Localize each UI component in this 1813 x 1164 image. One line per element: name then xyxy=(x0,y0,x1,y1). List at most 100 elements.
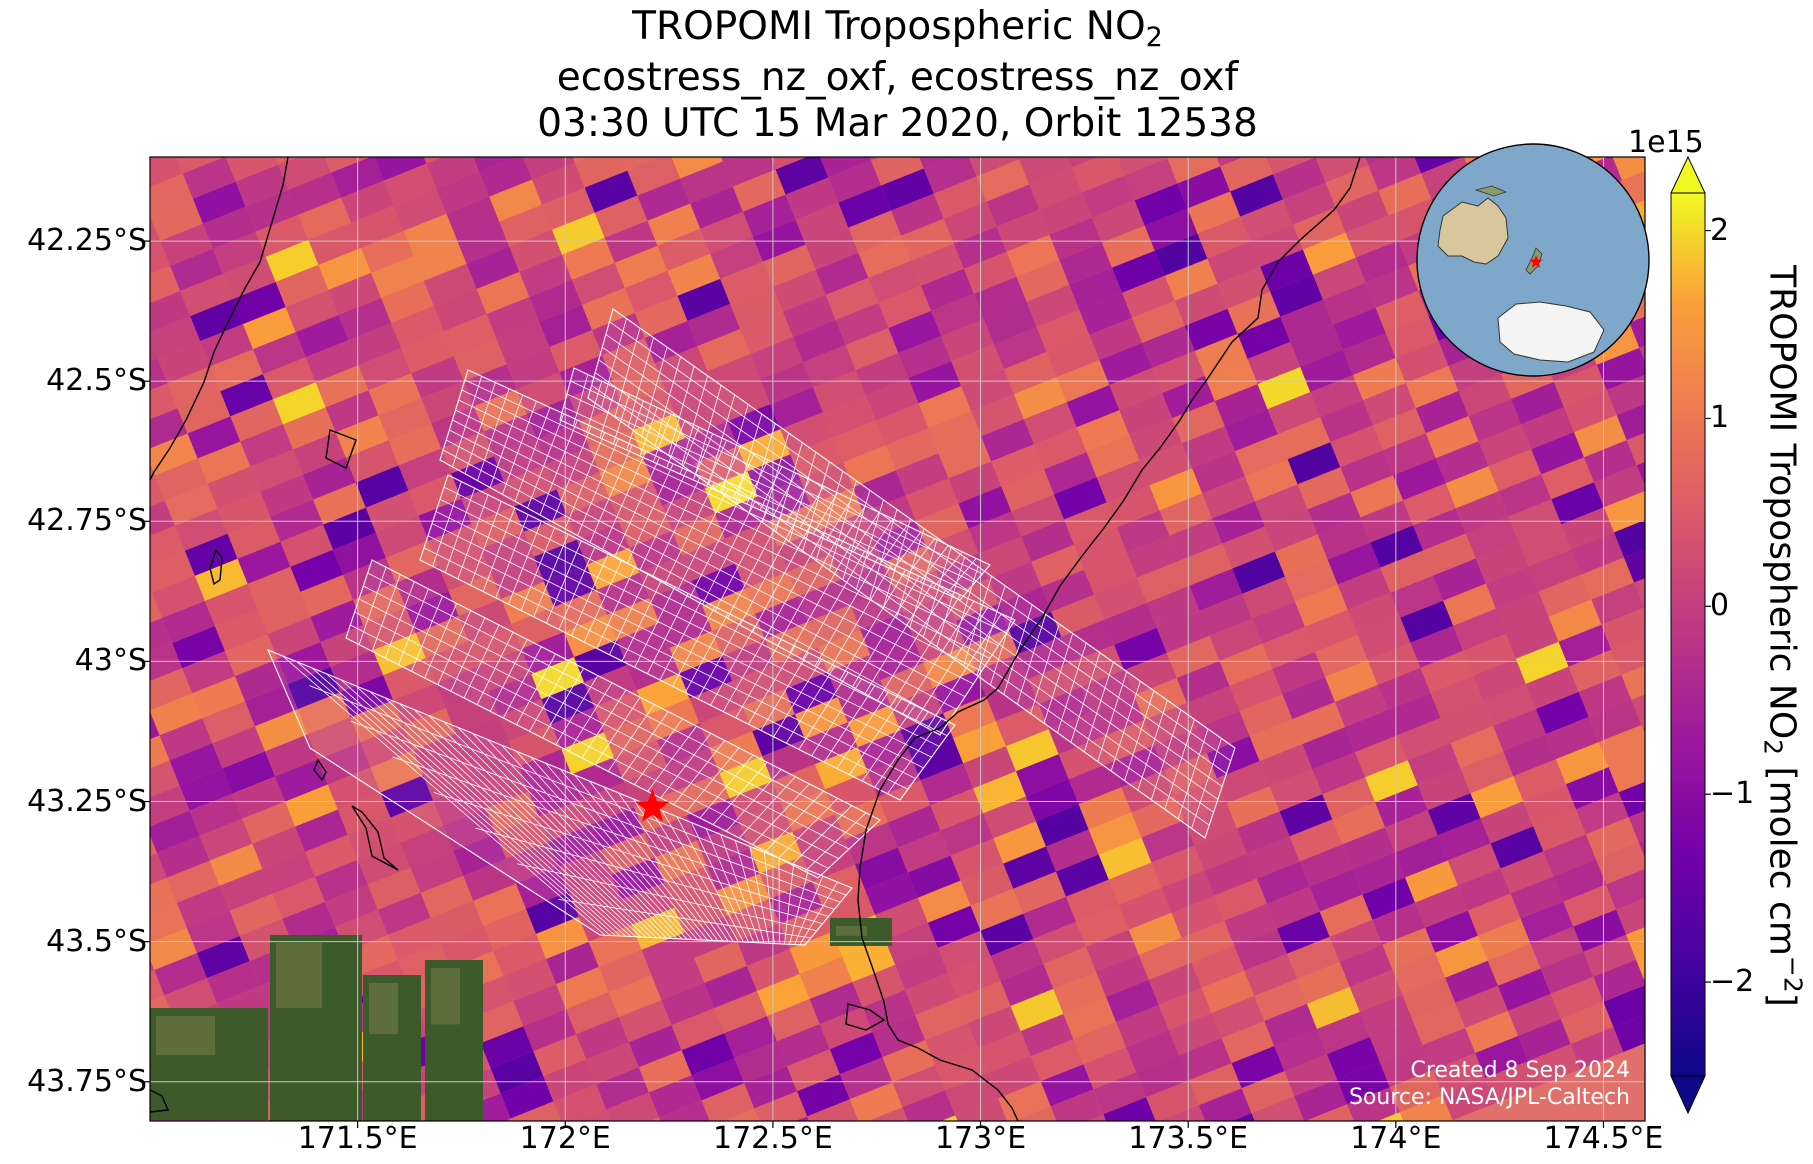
no2-pixel xyxy=(891,193,944,236)
no2-pixel xyxy=(1126,1030,1179,1073)
no2-pixel xyxy=(910,738,964,781)
no2-pixel xyxy=(531,657,585,700)
no2-pixel xyxy=(662,488,715,531)
no2-pixel xyxy=(1505,616,1559,659)
title-line-3: 03:30 UTC 15 Mar 2020, Orbit 12538 xyxy=(537,101,1258,146)
no2-pixel xyxy=(1086,929,1139,972)
no2-pixel xyxy=(927,905,981,948)
no2-pixel xyxy=(315,365,369,408)
no2-pixel xyxy=(1028,661,1082,705)
no2-pixel xyxy=(1217,266,1271,309)
no2-pixel xyxy=(1116,1005,1169,1048)
no2-pixel xyxy=(1146,585,1200,628)
no2-pixel xyxy=(234,1154,287,1164)
no2-pixel xyxy=(456,221,510,264)
no2-pixel xyxy=(498,699,552,742)
footprint-gridline xyxy=(694,385,722,475)
no2-pixel xyxy=(367,867,421,910)
no2-pixel xyxy=(1066,385,1120,428)
no2-pixel xyxy=(947,955,1001,998)
no2-pixel xyxy=(1071,644,1125,687)
footprint-gridline xyxy=(654,356,681,446)
no2-pixel xyxy=(1013,1106,1057,1121)
no2-pixel xyxy=(1641,723,1645,735)
no2-pixel xyxy=(1508,499,1562,542)
no2-pixel xyxy=(493,933,547,976)
footprint-gridline xyxy=(552,426,592,523)
footprint-gridline xyxy=(689,494,742,598)
no2-pixel xyxy=(473,883,526,926)
footprint-gridline xyxy=(423,547,909,790)
colorbar-extend-top xyxy=(1670,155,1706,194)
footprint-gridline xyxy=(614,327,641,418)
footprint-gridline xyxy=(470,501,502,586)
no2-pixel xyxy=(1191,945,1245,988)
no2-pixel xyxy=(717,379,771,422)
no2-pixel xyxy=(1299,844,1353,887)
no2-pixel xyxy=(1026,779,1079,822)
footprint-gridline xyxy=(748,645,796,725)
no2-pixel xyxy=(762,739,815,782)
no2-pixel xyxy=(642,438,695,481)
no2-pixel xyxy=(869,157,880,161)
no2-pixel xyxy=(1347,1087,1400,1121)
no2-pixel xyxy=(1023,402,1077,445)
no2-pixel xyxy=(453,339,507,382)
no2-pixel xyxy=(69,987,122,1029)
no2-pixel xyxy=(1274,1029,1327,1072)
no2-pixel xyxy=(860,612,914,655)
no2-pixel xyxy=(1267,392,1321,435)
no2-pixel xyxy=(648,1075,702,1118)
no2-pixel xyxy=(1224,409,1278,452)
footprint-gridline xyxy=(602,346,1223,787)
no2-pixel xyxy=(757,479,811,522)
no2-pixel xyxy=(489,179,542,222)
no2-pixel xyxy=(1216,157,1244,167)
no2-pixel xyxy=(466,246,520,289)
no2-pixel xyxy=(1427,793,1481,836)
no2-pixel xyxy=(150,618,173,652)
no2-pixel xyxy=(1339,944,1393,987)
no2-pixel xyxy=(1008,611,1062,654)
no2-pixel xyxy=(1581,557,1635,600)
no2-pixel xyxy=(1178,1038,1232,1081)
no2-pixel xyxy=(1186,686,1240,729)
no2-pixel xyxy=(225,634,278,677)
no2-pixel xyxy=(1285,559,1338,602)
no2-pixel xyxy=(1194,828,1247,871)
no2-pixel xyxy=(931,293,984,336)
no2-pixel xyxy=(807,604,861,647)
no2-pixel xyxy=(1164,258,1218,301)
lat-tick-label: 43°S xyxy=(74,643,147,679)
no2-pixel xyxy=(373,633,426,676)
no2-pixel xyxy=(1518,524,1572,567)
no2-pixel xyxy=(1511,382,1564,425)
no2-pixel xyxy=(1616,898,1645,935)
no2-pixel xyxy=(1510,876,1564,919)
no2-pixel xyxy=(100,73,153,115)
no2-pixel xyxy=(875,403,929,446)
no2-pixel xyxy=(1563,884,1617,927)
no2-pixel xyxy=(1270,274,1323,317)
footprint-gridline xyxy=(583,560,622,643)
no2-pixel xyxy=(855,353,909,396)
no2-pixel xyxy=(983,796,1036,839)
no2-pixel xyxy=(413,238,467,281)
no2-pixel xyxy=(727,898,780,941)
no2-pixel xyxy=(371,255,424,298)
no2-pixel xyxy=(150,266,181,304)
no2-pixel xyxy=(1211,995,1265,1039)
no2-pixel xyxy=(819,1007,873,1050)
no2-pixel xyxy=(265,239,319,282)
no2-pixel xyxy=(1568,649,1622,692)
footprint-gridline xyxy=(621,580,662,662)
footprint-gridline xyxy=(1124,690,1155,781)
no2-pixel xyxy=(699,706,753,749)
no2-pixel xyxy=(235,164,289,207)
no2-pixel xyxy=(463,364,517,407)
footprint-gridline xyxy=(761,432,790,523)
no2-pixel xyxy=(333,532,386,575)
no2-pixel xyxy=(1412,1002,1466,1045)
no2-pixel xyxy=(293,432,346,475)
no2-pixel xyxy=(1109,368,1163,411)
